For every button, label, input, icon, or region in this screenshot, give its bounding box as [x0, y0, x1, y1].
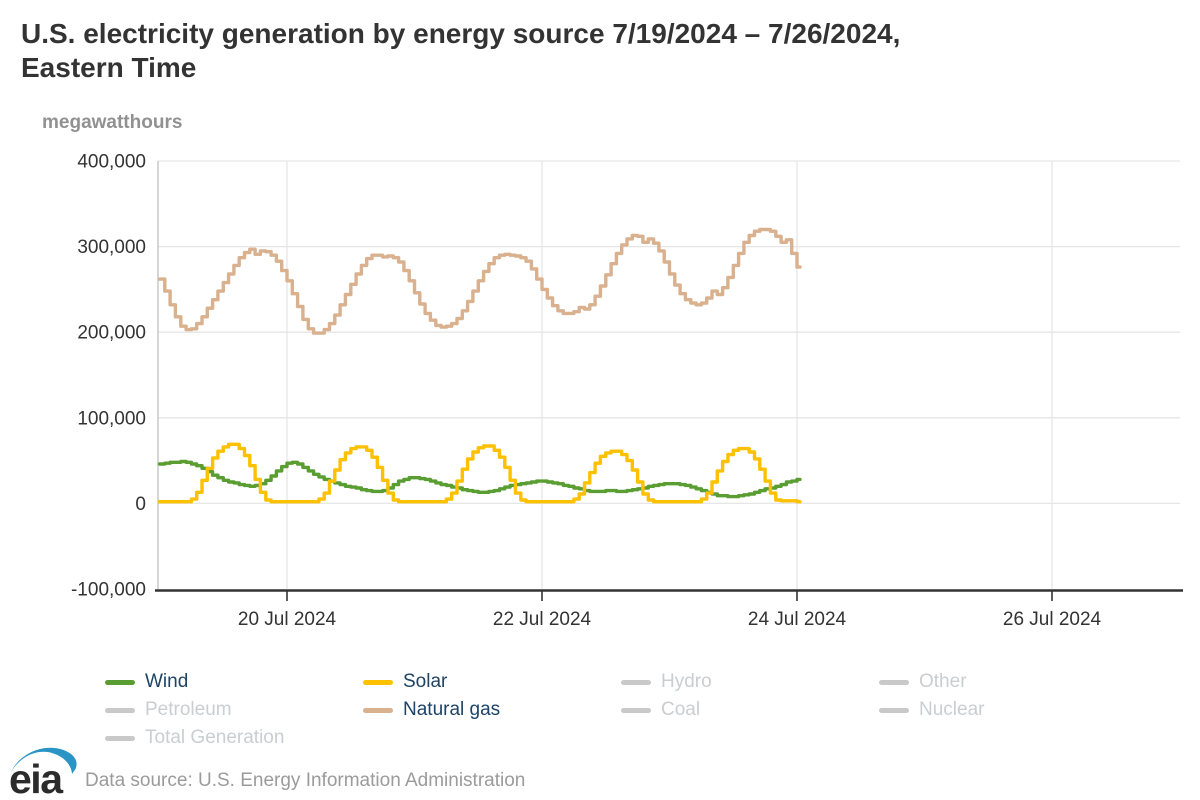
y-tick-label: -100,000 [71, 580, 146, 601]
legend-label: Nuclear [919, 699, 985, 720]
legend-label: Other [919, 671, 967, 692]
y-axis-title: megawatthours [42, 112, 183, 133]
legend-swatch-icon [879, 679, 909, 685]
legend-swatch-icon [879, 707, 909, 713]
legend-swatch-icon [621, 707, 651, 713]
legend-swatch-icon [105, 735, 135, 741]
chart-title-line1: U.S. electricity generation by energy so… [21, 18, 901, 49]
eia-logo-text: eia [9, 756, 64, 799]
legend-item-total-generation[interactable]: Total Generation [105, 727, 284, 749]
legend-swatch-icon [105, 707, 135, 713]
legend-item-hydro[interactable]: Hydro [621, 671, 712, 693]
y-tick-label: 0 [135, 494, 146, 515]
y-tick-label: 200,000 [77, 323, 146, 344]
legend-swatch-icon [363, 707, 393, 713]
y-tick-label: 100,000 [77, 408, 146, 429]
data-source-note: Data source: U.S. Energy Information Adm… [85, 770, 526, 791]
legend-swatch-icon [363, 679, 393, 685]
legend-label: Petroleum [145, 699, 232, 720]
x-tick-label: 22 Jul 2024 [493, 609, 592, 630]
series-line-solar[interactable] [157, 442, 802, 504]
legend-swatch-icon [105, 679, 135, 685]
x-tick-label: 24 Jul 2024 [748, 609, 847, 630]
legend-item-petroleum[interactable]: Petroleum [105, 699, 232, 721]
legend-item-solar[interactable]: Solar [363, 671, 447, 693]
legend-swatch-icon [621, 679, 651, 685]
chart-title: U.S. electricity generation by energy so… [21, 17, 1181, 85]
legend-label: Coal [661, 699, 701, 720]
legend-item-coal[interactable]: Coal [621, 699, 700, 721]
eia-logo-swoosh-icon [11, 747, 77, 774]
legend-label: Total Generation [145, 727, 285, 748]
x-tick-label: 26 Jul 2024 [1003, 609, 1102, 630]
x-tick-label: 20 Jul 2024 [238, 609, 337, 630]
legend-label: Wind [145, 671, 189, 692]
legend-item-other[interactable]: Other [879, 671, 967, 693]
legend-label: Solar [403, 671, 448, 692]
legend-item-natural-gas[interactable]: Natural gas [363, 699, 500, 721]
chart-title-line2: Eastern Time [21, 52, 197, 83]
y-tick-label: 400,000 [77, 152, 146, 173]
y-tick-label: 300,000 [77, 237, 146, 258]
eia-logo: eia [9, 747, 77, 799]
legend-item-wind[interactable]: Wind [105, 671, 188, 693]
legend-label: Natural gas [403, 699, 501, 720]
legend-label: Hydro [661, 671, 712, 692]
series-line-natural-gas[interactable] [157, 227, 802, 335]
series-line-wind[interactable] [157, 459, 802, 499]
legend-item-nuclear[interactable]: Nuclear [879, 699, 984, 721]
